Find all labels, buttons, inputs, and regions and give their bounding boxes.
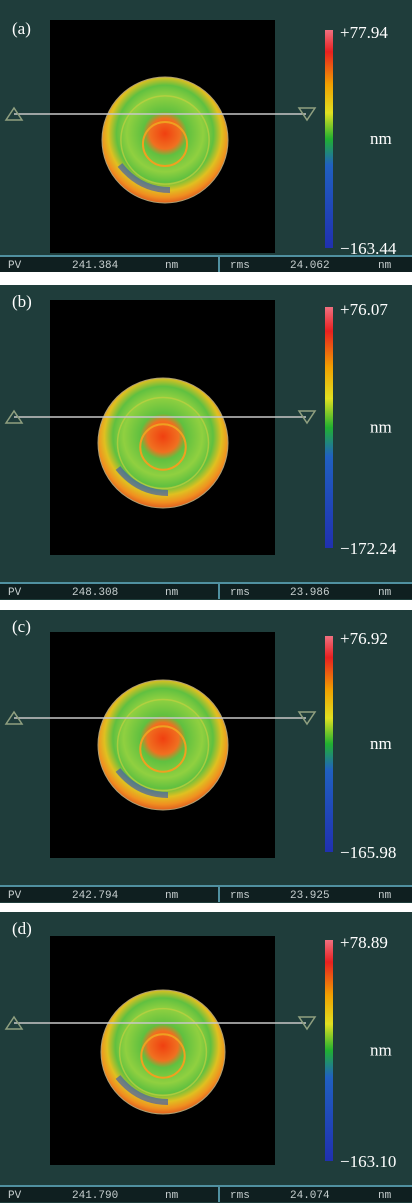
scale-unit: nm [370, 418, 392, 437]
panel-label: (b) [12, 292, 32, 311]
color-bar [325, 940, 333, 1161]
status-pv-unit: nm [165, 587, 179, 599]
scale-max: +76.92 [340, 629, 388, 648]
scale-unit: nm [370, 734, 392, 753]
status-bar [0, 256, 412, 272]
status-rms-label: rms [230, 260, 250, 272]
scale-min: −172.24 [340, 539, 397, 558]
status-bar [0, 886, 412, 902]
status-rms-unit: nm [378, 260, 392, 272]
scale-max: +77.94 [340, 23, 388, 42]
scale-max: +76.07 [340, 300, 388, 319]
scale-unit: nm [370, 1041, 392, 1060]
status-rms-unit: nm [378, 890, 392, 902]
status-rms: 24.074 [290, 1190, 330, 1202]
status-pv-label: PV [8, 260, 22, 272]
status-bar [0, 583, 412, 599]
scale-unit: nm [370, 129, 392, 148]
scale-max: +78.89 [340, 933, 388, 952]
status-rms: 23.925 [290, 890, 330, 902]
panel-label: (d) [12, 919, 32, 938]
status-rms-label: rms [230, 890, 250, 902]
page: {"panels": [ {"label": "(a)", "max": "+7… [0, 0, 412, 1203]
figure: (a)+77.94nm−163.44PV241.384nmrms24.062nm… [0, 0, 412, 1203]
status-rms-label: rms [230, 1190, 250, 1202]
status-pv: 242.794 [72, 890, 119, 902]
status-rms: 23.986 [290, 587, 330, 599]
status-pv-unit: nm [165, 890, 179, 902]
status-pv: 241.384 [72, 260, 119, 272]
scale-min: −163.10 [340, 1152, 396, 1171]
status-pv: 248.308 [72, 587, 118, 599]
status-pv-label: PV [8, 890, 22, 902]
panel-label: (a) [12, 19, 31, 38]
status-pv-unit: nm [165, 1190, 179, 1202]
scale-min: −165.98 [340, 843, 396, 862]
status-pv-label: PV [8, 1190, 22, 1202]
status-rms-unit: nm [378, 1190, 392, 1202]
status-rms-unit: nm [378, 587, 392, 599]
panel-label: (c) [12, 617, 31, 636]
status-rms-label: rms [230, 587, 250, 599]
status-rms: 24.062 [290, 260, 330, 272]
color-bar [325, 30, 333, 248]
status-pv-unit: nm [165, 260, 179, 272]
status-pv: 241.790 [72, 1190, 118, 1202]
status-bar [0, 1186, 412, 1202]
status-pv-label: PV [8, 587, 22, 599]
color-bar [325, 636, 333, 852]
color-bar [325, 307, 333, 548]
